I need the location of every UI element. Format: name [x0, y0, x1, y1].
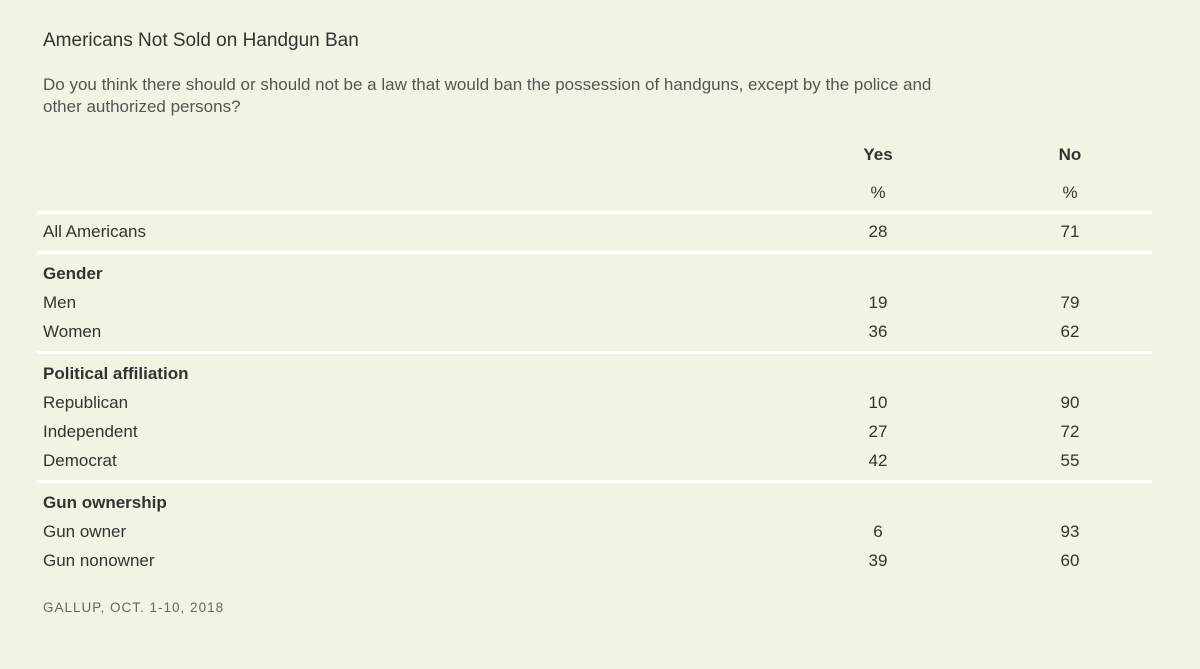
group-divider [37, 251, 1152, 254]
cell-all-americans-yes: 28 [868, 222, 888, 241]
row-label-all-americans: All Americans [43, 222, 146, 241]
column-header-yes: Yes [863, 145, 893, 164]
cell-gun-owner-yes: 6 [873, 522, 883, 541]
group-header-political-affiliation: Political affiliation [43, 364, 189, 383]
column-unit-no: % [1062, 183, 1078, 202]
cell-gun-nonowner-no: 60 [1060, 551, 1080, 570]
group-header-gun-ownership: Gun ownership [43, 493, 167, 512]
cell-independent-no: 72 [1060, 422, 1080, 441]
cell-republican-yes: 10 [868, 393, 888, 412]
cell-independent-yes: 27 [868, 422, 888, 441]
group-divider [37, 480, 1152, 483]
chart-title: Americans Not Sold on Handgun Ban [43, 30, 359, 51]
row-label-men: Men [43, 293, 77, 312]
row-label-gun-owner: Gun owner [43, 522, 127, 541]
cell-democrat-yes: 42 [868, 451, 888, 470]
column-unit-yes: % [870, 183, 886, 202]
cell-gun-nonowner-yes: 39 [868, 551, 888, 570]
row-label-women: Women [43, 322, 102, 341]
cell-democrat-no: 55 [1060, 451, 1080, 470]
source-note: GALLUP, OCT. 1-10, 2018 [43, 600, 225, 615]
column-header-no: No [1058, 145, 1082, 164]
cell-gun-owner-no: 93 [1060, 522, 1080, 541]
cell-men-no: 79 [1060, 293, 1080, 312]
cell-republican-no: 90 [1060, 393, 1080, 412]
row-label-gun-nonowner: Gun nonowner [43, 551, 155, 570]
row-label-democrat: Democrat [43, 451, 117, 470]
cell-women-yes: 36 [868, 322, 888, 341]
header-divider [37, 211, 1152, 214]
chart-subtitle: Do you think there should or should not … [43, 75, 932, 116]
group-header-gender: Gender [43, 264, 103, 283]
cell-all-americans-no: 71 [1060, 222, 1080, 241]
row-label-independent: Independent [43, 422, 138, 441]
cell-women-no: 62 [1060, 322, 1080, 341]
row-label-republican: Republican [43, 393, 129, 412]
group-divider [37, 351, 1152, 354]
cell-men-yes: 19 [868, 293, 888, 312]
